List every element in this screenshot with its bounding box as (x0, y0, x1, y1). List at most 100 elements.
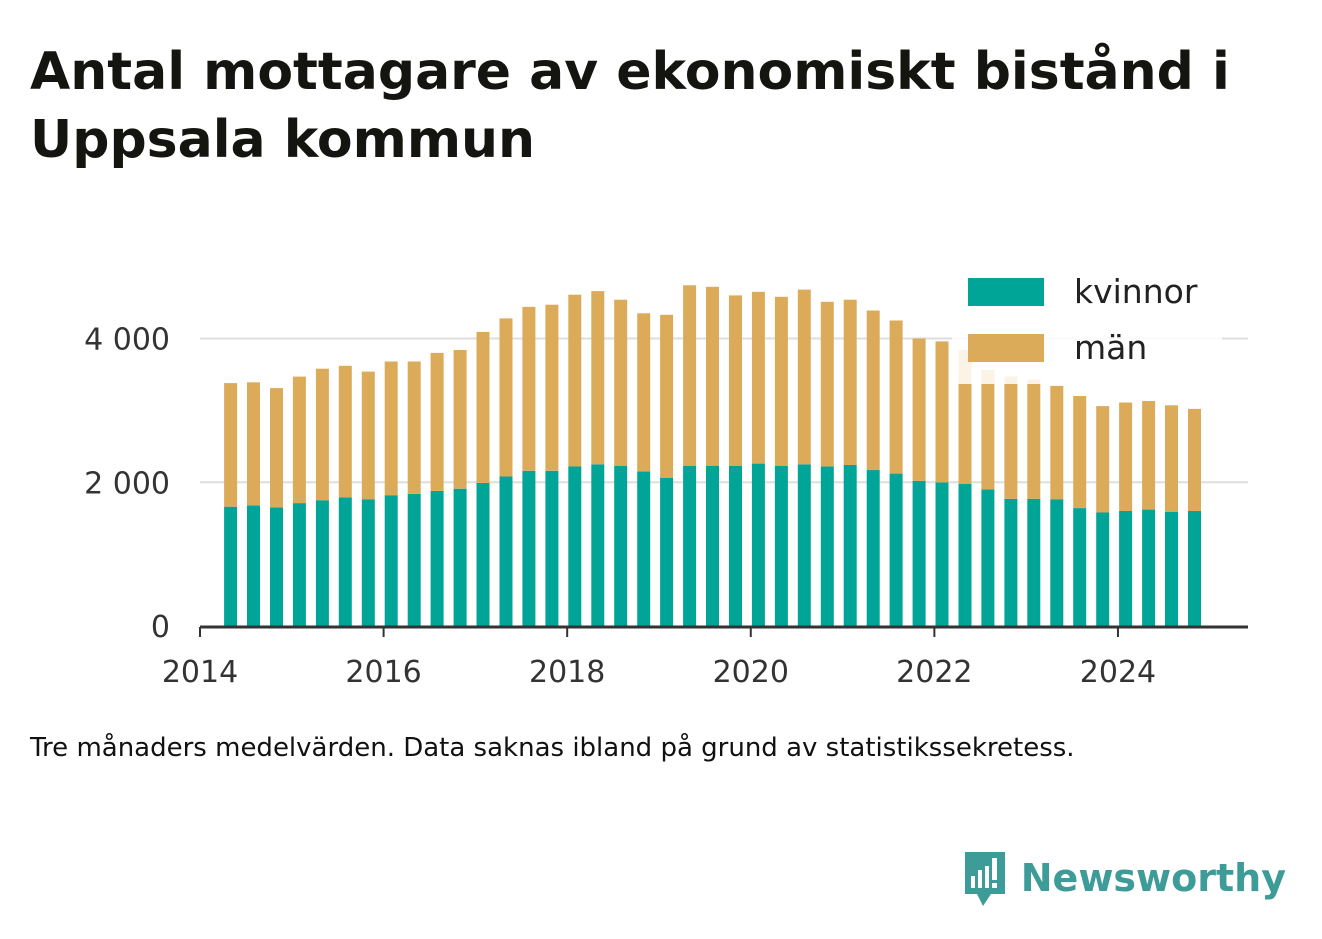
bar-kvinnor (683, 465, 697, 626)
bar-man (499, 318, 513, 477)
bar-man (591, 291, 605, 465)
legend-label: kvinnor (1074, 272, 1198, 311)
bar-man (774, 296, 788, 466)
bar-man (361, 371, 375, 500)
x-tick-label: 2020 (713, 655, 789, 690)
bar-kvinnor (1027, 498, 1041, 626)
x-tick-label: 2022 (896, 655, 972, 690)
bar-man (1050, 385, 1064, 500)
bar-man (1027, 379, 1041, 499)
bar-kvinnor (453, 488, 467, 626)
bar-kvinnor (224, 506, 238, 626)
y-tick-label: 2 000 (84, 466, 170, 501)
bars (224, 285, 1201, 627)
bar-kvinnor (751, 463, 765, 626)
bar-man (729, 295, 742, 466)
bar-kvinnor (820, 466, 834, 626)
bar-man (1096, 406, 1110, 513)
bar-kvinnor (866, 470, 880, 626)
bar-kvinnor (797, 464, 811, 626)
bar-kvinnor (1119, 511, 1133, 626)
bar-man (660, 314, 674, 478)
bar-kvinnor (315, 500, 329, 626)
brand-name: Newsworthy (1020, 856, 1286, 900)
bar-man (1119, 402, 1133, 511)
bar-man (430, 352, 444, 491)
bar-man (637, 313, 651, 472)
bar-man (751, 291, 765, 464)
bar-kvinnor (889, 473, 903, 626)
bar-man (820, 301, 834, 467)
bar-kvinnor (981, 489, 995, 626)
bar-kvinnor (774, 465, 788, 626)
bar-man (247, 382, 260, 506)
bar-kvinnor (843, 465, 857, 626)
bar-man (292, 376, 306, 504)
y-tick-label: 4 000 (84, 323, 170, 358)
bar-man (270, 388, 283, 508)
bar-kvinnor (1050, 499, 1064, 626)
bar-man (1073, 396, 1087, 509)
bar-man (522, 306, 536, 471)
bar-chart: 0 2 000 4 000 2014 2016 2018 2020 2022 2024 kvin… (84, 266, 1248, 690)
bar-man (683, 285, 697, 466)
bar-man (545, 304, 559, 471)
bar-kvinnor (660, 477, 674, 626)
bar-man (1188, 408, 1201, 511)
bar-kvinnor (1004, 498, 1018, 626)
bar-man (706, 286, 719, 466)
footnote: Tre månaders medelvärden. Data saknas ib… (30, 733, 1075, 763)
bar-kvinnor (637, 471, 651, 626)
bar-kvinnor (1073, 508, 1087, 626)
bar-man (338, 365, 352, 498)
newsworthy-logo-icon (964, 852, 1005, 906)
bar-kvinnor (1096, 512, 1110, 626)
bar-man (889, 320, 903, 474)
x-tick-label: 2016 (345, 655, 421, 690)
bar-kvinnor (958, 483, 972, 626)
bar-kvinnor (568, 466, 582, 626)
bar-man (912, 338, 926, 481)
bar-kvinnor (499, 476, 513, 626)
bar-man (407, 361, 421, 494)
bar-man (568, 294, 582, 467)
bar-kvinnor (522, 470, 536, 627)
brand-logo: Newsworthy (961, 848, 1286, 908)
legend-swatch (968, 334, 1044, 362)
bar-man (866, 310, 880, 471)
bar-man (476, 332, 490, 483)
bar-man (1165, 405, 1178, 512)
bar-kvinnor (614, 465, 628, 626)
y-tick-label: 0 (151, 610, 170, 645)
bar-kvinnor (1142, 509, 1156, 626)
axes: 0 2 000 4 000 2014 2016 2018 2020 2022 2024 (84, 323, 1248, 690)
bar-man (1004, 376, 1018, 499)
bar-kvinnor (912, 480, 926, 626)
bar-man (797, 289, 811, 465)
bar-man (1142, 401, 1156, 510)
bar-man (224, 383, 238, 507)
bar-kvinnor (247, 505, 260, 627)
legend: kvinnor män (952, 266, 1222, 384)
bar-kvinnor (1188, 511, 1201, 626)
bar-kvinnor (706, 465, 719, 626)
bar-man (315, 368, 329, 501)
bar-kvinnor (361, 499, 375, 626)
bar-kvinnor (430, 490, 444, 626)
bar-man (614, 299, 628, 466)
bar-man (453, 350, 467, 489)
bar-kvinnor (407, 493, 421, 627)
bar-man (384, 361, 398, 496)
x-tick-label: 2014 (162, 655, 238, 690)
bar-kvinnor (591, 464, 605, 626)
x-tick-label: 2018 (529, 655, 605, 690)
bar-man (935, 341, 949, 483)
bar-kvinnor (545, 470, 559, 627)
bar-kvinnor (338, 497, 352, 626)
bar-kvinnor (270, 507, 283, 626)
legend-label: män (1074, 328, 1147, 367)
bar-kvinnor (384, 495, 398, 626)
bar-kvinnor (729, 465, 742, 626)
bar-kvinnor (292, 503, 306, 626)
bar-kvinnor (476, 483, 490, 626)
